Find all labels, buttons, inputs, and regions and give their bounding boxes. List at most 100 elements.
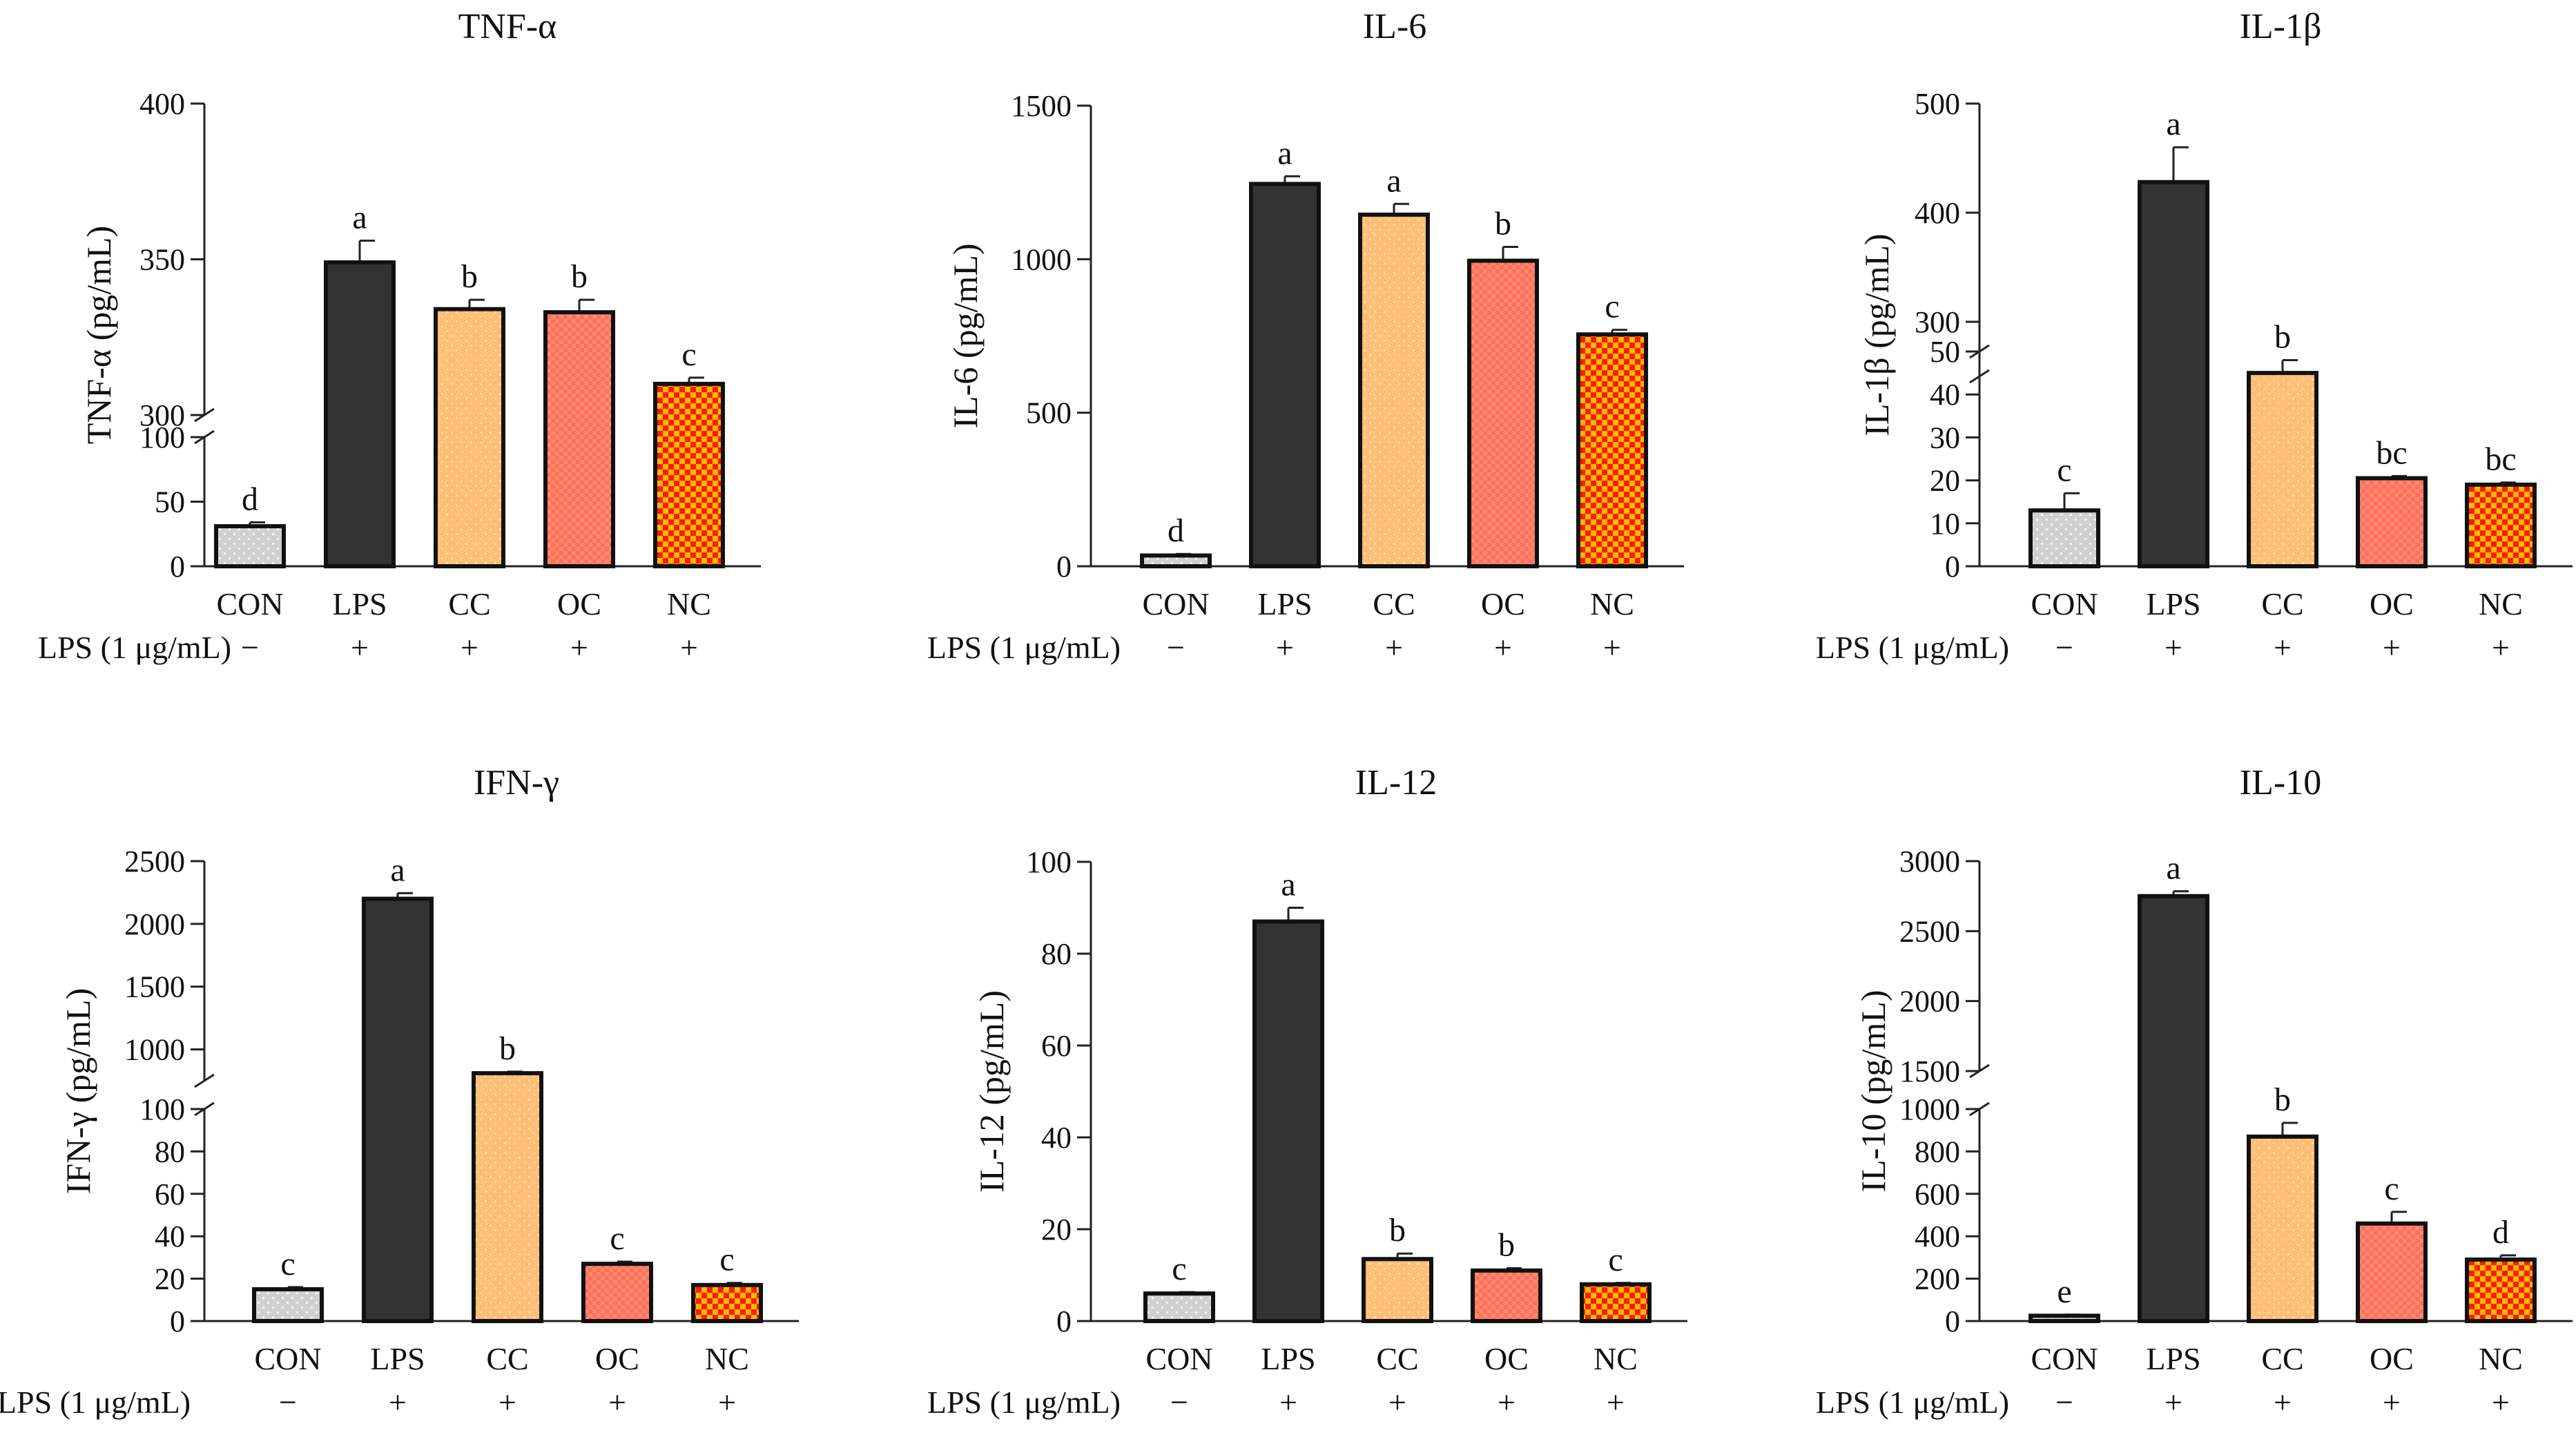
lps-mark-nc: +: [1603, 630, 1621, 665]
significance-letter-con: c: [2057, 452, 2071, 488]
lps-mark-oc: +: [608, 1385, 626, 1420]
lps-row-label: LPS (1 μg/mL): [927, 1385, 1121, 1420]
significance-letter-oc: b: [1495, 206, 1511, 242]
x-tick-label-con: CON: [2031, 1341, 2098, 1376]
lps-row-label: LPS (1 μg/mL): [927, 630, 1121, 665]
x-tick-label-con: CON: [2031, 586, 2098, 622]
significance-letter-nc: bc: [2485, 441, 2516, 478]
bar-cc: [2247, 1134, 2318, 1324]
significance-letter-nc: c: [719, 1242, 734, 1278]
y-tick-label: 80: [1041, 937, 1072, 971]
x-tick-label-oc: OC: [2370, 1341, 2414, 1376]
x-tick-label-oc: OC: [2370, 586, 2414, 622]
y-tick-label: 0: [1945, 1304, 1960, 1338]
significance-letter-lps: a: [352, 199, 367, 235]
axis-break-mark: [1969, 369, 1990, 384]
lps-row-label: LPS (1 μg/mL): [1816, 1385, 2009, 1420]
lps-mark-oc: +: [1494, 630, 1512, 665]
y-tick-label: 500: [1026, 396, 1072, 430]
x-tick-label-con: CON: [254, 1341, 321, 1376]
chart-title: IL-10: [2240, 763, 2321, 802]
x-tick-label-oc: OC: [595, 1341, 639, 1376]
lps-mark-cc: +: [1385, 630, 1403, 665]
y-tick-label: 40: [1930, 378, 1960, 412]
y-tick-label: 1500: [124, 970, 185, 1004]
bar-cc: [472, 1071, 543, 1324]
x-tick-label-con: CON: [216, 586, 283, 622]
bar-oc: [1467, 258, 1539, 568]
lps-mark-lps: +: [1279, 1385, 1297, 1420]
significance-letter-con: d: [242, 481, 258, 517]
y-tick-label: 2000: [1899, 985, 1960, 1019]
bar-nc: [653, 381, 725, 569]
lps-mark-con: −: [279, 1385, 297, 1420]
bar-lps: [1252, 919, 1324, 1323]
significance-letter-cc: b: [461, 258, 478, 295]
y-tick-label: 100: [139, 1092, 185, 1126]
y-tick-label: 2500: [1899, 914, 1960, 948]
y-tick-label: 100: [1026, 845, 1072, 879]
y-tick-label: 350: [139, 242, 185, 276]
lps-mark-nc: +: [1607, 1385, 1625, 1420]
lps-mark-nc: +: [2492, 1385, 2510, 1420]
x-tick-label-cc: CC: [2261, 1341, 2303, 1376]
y-tick-label: 2500: [124, 845, 185, 878]
significance-letter-cc: b: [1389, 1212, 1406, 1249]
significance-letter-oc: c: [2384, 1171, 2399, 1207]
x-tick-label-lps: LPS: [332, 586, 387, 622]
lps-mark-oc: +: [2383, 1385, 2401, 1420]
bar-con: [2028, 1313, 2100, 1323]
y-tick-label: 800: [1915, 1135, 1960, 1168]
bar-con: [2028, 508, 2100, 569]
significance-letter-nc: c: [1608, 1242, 1623, 1278]
x-tick-label-oc: OC: [1481, 586, 1525, 622]
x-tick-label-cc: CC: [1373, 586, 1415, 622]
axis-break-mark: [194, 1073, 215, 1088]
lps-mark-cc: +: [1388, 1385, 1406, 1420]
bar-nc: [1576, 332, 1648, 568]
y-tick-label: 400: [1915, 196, 1960, 230]
chart-title: IL-12: [1355, 763, 1437, 802]
x-tick-label-con: CON: [1145, 1341, 1212, 1376]
bar-lps: [1249, 182, 1321, 568]
bar-oc: [2356, 1221, 2428, 1324]
significance-letter-cc: b: [2274, 318, 2291, 355]
x-tick-label-nc: NC: [2479, 586, 2523, 622]
y-tick-label: 600: [1915, 1177, 1960, 1211]
significance-letter-oc: b: [1498, 1227, 1515, 1264]
y-axis-label: IL-6 (pg/mL): [946, 244, 985, 429]
y-tick-label: 60: [1041, 1029, 1072, 1063]
x-tick-label-lps: LPS: [1261, 1341, 1315, 1376]
panel-il-12: IL-12 IL-12 (pg/mL) 0 20 40 60 80 100 c CON − a LPS +…: [927, 763, 1687, 1420]
bar-con: [1143, 1291, 1215, 1323]
axis-break-mark: [1969, 1063, 1990, 1079]
y-tick-label: 1000: [124, 1033, 185, 1067]
x-tick-label-lps: LPS: [2146, 586, 2200, 622]
x-tick-label-oc: OC: [1484, 1341, 1529, 1376]
y-tick-label: 300: [1915, 305, 1960, 339]
lps-mark-lps: +: [351, 630, 369, 665]
y-tick-label: 20: [1930, 464, 1960, 498]
lps-mark-con: −: [1167, 630, 1185, 665]
lps-row-label: LPS (1 μg/mL): [38, 630, 231, 665]
lps-mark-nc: +: [2492, 630, 2510, 665]
y-tick-label: 20: [155, 1262, 185, 1296]
y-tick-label: 3000: [1899, 845, 1960, 878]
x-tick-label-cc: CC: [2261, 586, 2303, 622]
significance-letter-lps: a: [2166, 850, 2180, 887]
bar-cc: [434, 307, 505, 568]
significance-letter-cc: a: [1386, 162, 1401, 199]
x-tick-label-cc: CC: [486, 1341, 528, 1376]
y-tick-label: 2000: [124, 907, 185, 941]
x-tick-label-lps: LPS: [370, 1341, 425, 1376]
lps-mark-oc: +: [1498, 1385, 1515, 1420]
bar-cc: [1358, 212, 1430, 568]
x-tick-label-lps: LPS: [1257, 586, 1312, 622]
y-axis-label: IL-12 (pg/mL): [972, 990, 1011, 1193]
lps-mark-con: −: [2055, 630, 2073, 665]
y-tick-label: 50: [1930, 335, 1960, 369]
axis-break-mark: [1969, 344, 1990, 359]
significance-letter-nc: d: [2492, 1214, 2509, 1251]
